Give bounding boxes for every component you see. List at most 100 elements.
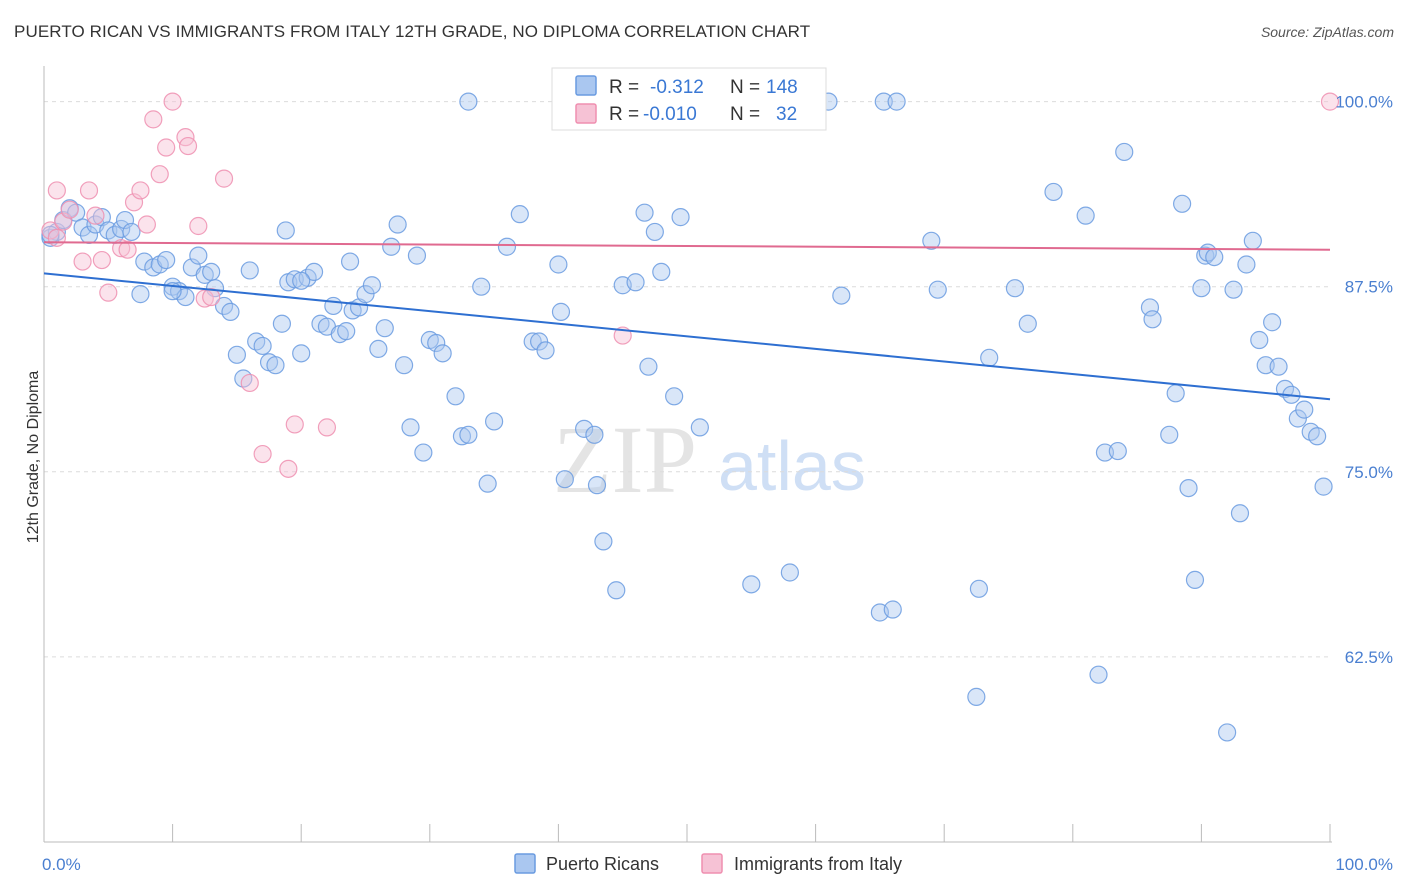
point-puerto-ricans-23 [189,246,208,265]
point-puerto-ricans-93 [742,575,761,594]
legend-r-value-1: -0.312 [650,77,704,98]
point-puerto-ricans-54 [375,319,394,338]
point-italy-23 [214,169,234,188]
tick-labels: 62.5% 75.0% 87.5% 100.0% 0.0% 100.0% [42,93,1393,874]
point-puerto-ricans-67 [472,277,491,296]
point-puerto-ricans-121 [1192,279,1211,298]
point-puerto-ricans-100 [887,92,906,111]
point-puerto-ricans-66 [459,425,478,444]
point-puerto-ricans-140 [1314,477,1333,496]
point-italy-4 [73,252,92,271]
point-italy-26 [279,459,298,478]
point-puerto-ricans-103 [967,687,986,706]
point-italy-30 [1320,92,1340,111]
point-puerto-ricans-106 [1005,279,1025,298]
point-puerto-ricans-29 [227,345,246,364]
point-puerto-ricans-133 [1269,357,1288,376]
legend-n-label-1: N = [730,77,760,98]
point-puerto-ricans-25 [202,262,221,282]
legend-swatch-pink [575,103,597,124]
point-italy-10 [118,240,137,259]
point-italy-1 [47,181,66,200]
point-puerto-ricans-47 [337,322,356,341]
point-puerto-ricans-56 [388,215,407,234]
point-puerto-ricans-110 [1089,665,1108,684]
legend: R = -0.312 N = 148 R = -0.010 N = 32 [551,67,827,131]
point-puerto-ricans-69 [485,412,504,431]
legend-r-label-1: R = [609,77,639,98]
point-puerto-ricans-74 [536,341,555,360]
point-italy-28 [317,418,337,437]
point-puerto-ricans-12 [115,210,135,230]
point-puerto-ricans-125 [1218,723,1237,742]
point-italy-3 [60,200,79,219]
point-puerto-ricans-14 [131,285,150,304]
point-puerto-ricans-78 [575,419,594,438]
y-tick-label-1: 75.0% [1345,463,1393,482]
point-puerto-ricans-37 [276,221,295,240]
point-puerto-ricans-77 [555,470,574,489]
point-puerto-ricans-63 [433,344,452,363]
legend-n-value-2: 32 [776,104,797,125]
point-puerto-ricans-91 [690,418,709,437]
point-puerto-ricans-98 [874,92,893,111]
point-puerto-ricans-31 [240,261,259,280]
legend-swatch-blue [575,75,597,96]
point-puerto-ricans-65 [452,427,472,446]
point-italy-5 [79,181,99,200]
point-puerto-ricans-81 [594,532,613,551]
point-puerto-ricans-55 [382,237,401,256]
point-puerto-ricans-114 [1140,298,1160,317]
point-puerto-ricans-113 [1115,142,1134,162]
legend-box [551,67,827,131]
trend-lines [43,241,1331,401]
y-tick-label-3: 100.0% [1335,93,1393,112]
point-italy-7 [92,250,111,270]
point-puerto-ricans-75 [549,255,568,274]
point-puerto-ricans-59 [407,246,427,265]
point-puerto-ricans-108 [1044,182,1063,202]
point-puerto-ricans-139 [1308,427,1327,446]
point-italy-27 [285,415,304,434]
bottom-legend-swatch-pink [701,853,723,874]
point-puerto-ricans-105 [980,348,999,367]
trend-line-italy [43,241,1331,251]
point-puerto-ricans-136 [1288,409,1307,428]
point-italy-0 [41,221,60,240]
point-puerto-ricans-40 [292,344,311,363]
y-axis-title: 12th Grade, No Diploma [25,371,42,544]
point-puerto-ricans-126 [1224,280,1243,299]
point-puerto-ricans-96 [832,286,851,305]
point-puerto-ricans-84 [626,273,645,292]
point-puerto-ricans-127 [1230,504,1250,523]
point-puerto-ricans-87 [645,222,664,242]
point-puerto-ricans-53 [369,339,388,359]
point-puerto-ricans-122 [1196,246,1215,265]
point-puerto-ricans-88 [652,262,671,282]
point-puerto-ricans-130 [1250,330,1269,350]
point-puerto-ricans-90 [671,208,690,227]
axes [43,66,1332,843]
y-tick-label-2: 87.5% [1345,278,1393,297]
point-puerto-ricans-13 [122,222,141,242]
point-puerto-ricans-117 [1166,384,1185,403]
point-puerto-ricans-28 [221,302,240,321]
point-puerto-ricans-62 [427,333,446,353]
point-puerto-ricans-80 [587,476,607,495]
point-puerto-ricans-70 [497,237,517,256]
point-puerto-ricans-137 [1295,400,1314,419]
watermark-zip: ZIP [553,406,697,513]
trend-line-puerto-ricans [43,272,1331,401]
point-italy-8 [99,283,118,302]
point-puerto-ricans-71 [510,205,529,224]
point-puerto-ricans-57 [394,356,414,375]
point-puerto-ricans-112 [1108,441,1127,461]
point-puerto-ricans-85 [635,203,654,222]
point-puerto-ricans-60 [414,443,433,462]
point-italy-19 [178,136,198,156]
point-puerto-ricans-132 [1263,313,1282,332]
bottom-legend-label-2: Immigrants from Italy [734,854,902,874]
point-italy-15 [150,165,169,184]
point-puerto-ricans-15 [135,252,154,271]
legend-r-value-2: -0.010 [643,104,697,125]
